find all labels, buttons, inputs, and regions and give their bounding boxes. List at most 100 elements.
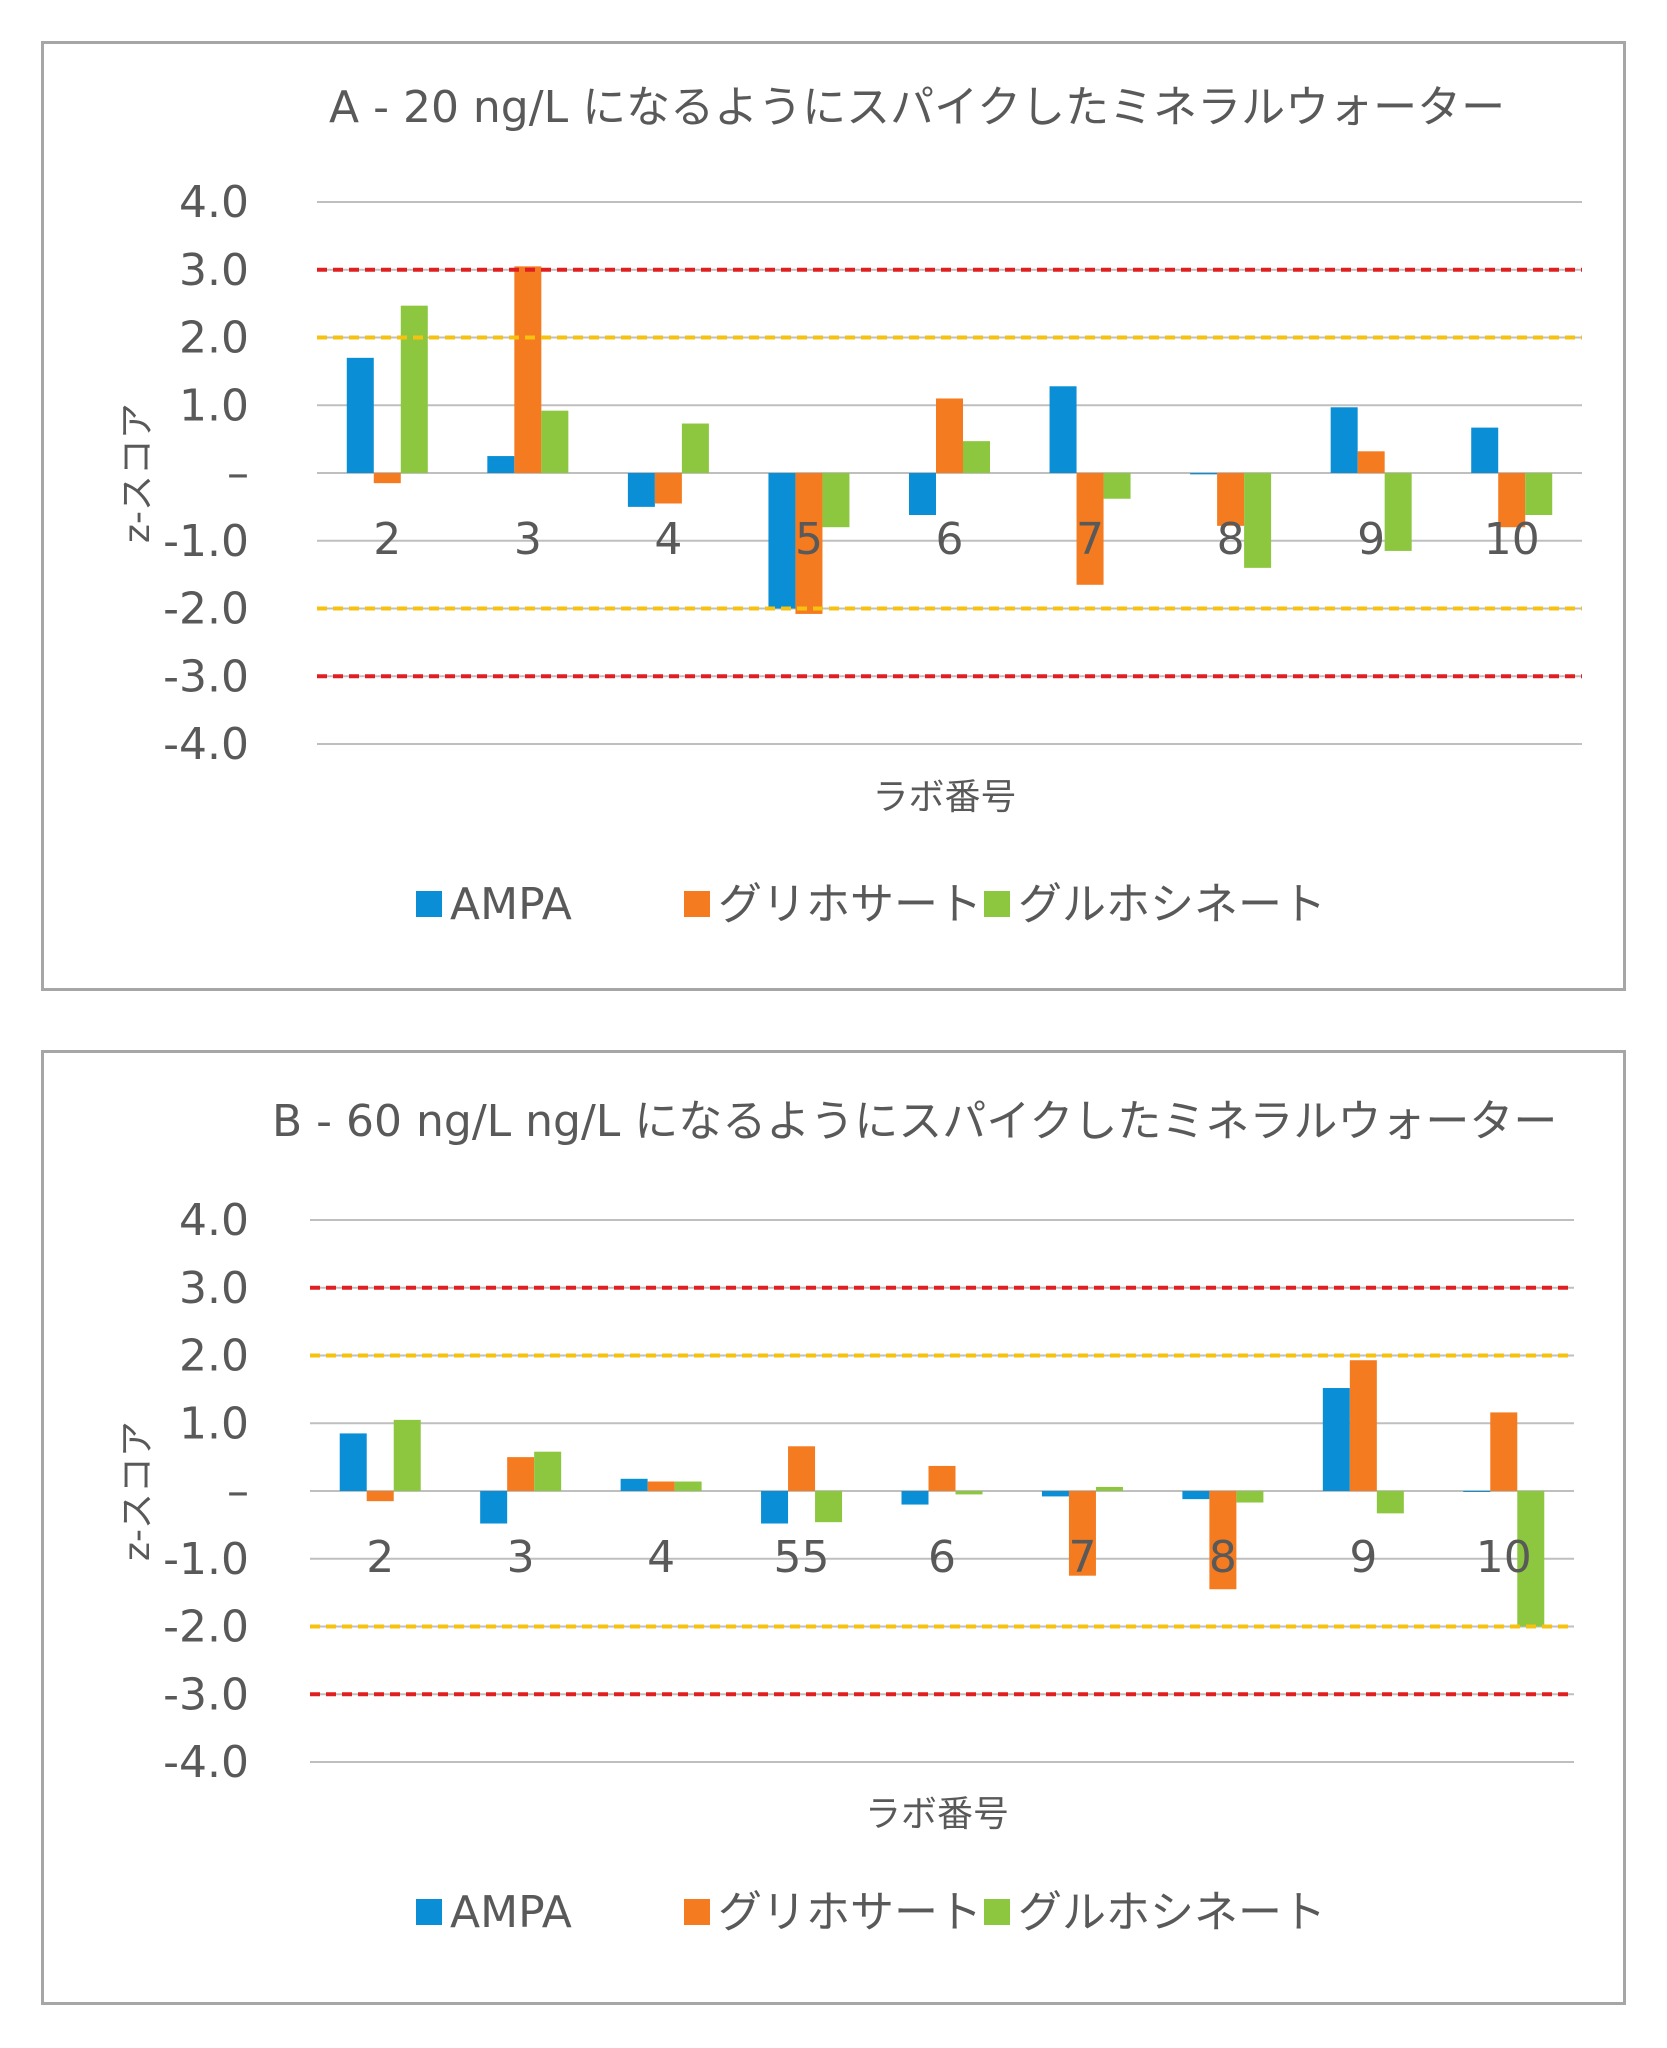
- y-tick-label: -4.0: [163, 1737, 249, 1788]
- y-tick-label: -1.0: [163, 1534, 249, 1585]
- y-tick-label: 3.0: [179, 1263, 249, 1314]
- bar-グルホシネート: [1244, 473, 1272, 568]
- bar-AMPA: [1330, 407, 1358, 473]
- x-tick-label: 10: [1484, 514, 1540, 565]
- bar-グルホシネート: [674, 1481, 702, 1491]
- bar-AMPA: [487, 456, 515, 473]
- x-tick-label: 6: [936, 514, 964, 565]
- chart-title: A - 20 ng/L になるようにスパイクしたミネラルウォーター: [329, 82, 1505, 133]
- x-tick-label: 4: [647, 1532, 675, 1583]
- bar-グルホシネート: [1525, 473, 1553, 516]
- chart-panel-a: A - 20 ng/L になるようにスパイクしたミネラルウォーター 4.0 3.0 2…: [41, 41, 1626, 991]
- legend-label: AMPA: [450, 879, 572, 930]
- y-tick-label: 2.0: [179, 1331, 249, 1382]
- legend-swatch-グリホサート: [684, 891, 710, 917]
- y-tick-label: 4.0: [179, 177, 249, 228]
- legend-swatch-AMPA: [416, 1899, 442, 1925]
- legend-label: グルホシネート: [1018, 1887, 1326, 1938]
- y-tick-label: –: [227, 448, 249, 499]
- bar-グリホサート: [1076, 473, 1104, 585]
- bar-グルホシネート: [963, 441, 990, 473]
- bar-グルホシネート: [1236, 1491, 1264, 1503]
- bar-グリホサート: [928, 1465, 956, 1491]
- legend-swatch-グリホサート: [684, 1899, 710, 1925]
- x-tick-label: 55: [774, 1532, 830, 1583]
- chart-panel-b: B - 60 ng/L ng/L になるようにスパイクしたミネラルウォーター 4.…: [41, 1050, 1626, 2005]
- bar-グルホシネート: [534, 1451, 562, 1491]
- bar-グリホサート: [936, 398, 963, 473]
- x-tick-label: 2: [366, 1532, 394, 1583]
- x-tick-label: 4: [654, 514, 682, 565]
- y-tick-label: 3.0: [179, 245, 249, 296]
- y-tick-label: 4.0: [179, 1195, 249, 1246]
- y-tick-label: -1.0: [163, 516, 249, 567]
- x-tick-label: 5: [795, 514, 823, 565]
- bar-AMPA: [768, 473, 796, 609]
- bar-AMPA: [1471, 427, 1499, 473]
- bar-AMPA: [620, 1478, 648, 1491]
- bar-グルホシネート: [822, 473, 850, 528]
- bar-グルホシネート: [815, 1491, 843, 1523]
- bar-グルホシネート: [1095, 1486, 1123, 1491]
- bar-AMPA: [1182, 1491, 1210, 1500]
- x-axis-title: ラボ番号: [872, 777, 1016, 818]
- y-tick-label: 2.0: [179, 313, 249, 364]
- legend-label: AMPA: [450, 1887, 572, 1938]
- x-tick-label: 10: [1476, 1532, 1532, 1583]
- bar-AMPA: [1322, 1388, 1350, 1491]
- bar-グリホサート: [1217, 473, 1245, 526]
- x-tick-label: 8: [1217, 514, 1245, 565]
- bar-グルホシネート: [541, 410, 569, 473]
- legend-label: グリホサート: [718, 879, 982, 930]
- y-tick-label: -4.0: [163, 719, 249, 770]
- legend-swatch-グルホシネート: [984, 891, 1010, 917]
- bar-グルホシネート: [1517, 1491, 1545, 1627]
- chart-b: B - 60 ng/L ng/L になるようにスパイクしたミネラルウォーター 4.…: [117, 1096, 1574, 1938]
- x-tick-label: 3: [514, 514, 542, 565]
- bar-グルホシネート: [955, 1491, 983, 1495]
- bar-AMPA: [901, 1491, 929, 1505]
- x-tick-label: 7: [1076, 514, 1104, 565]
- y-tick-label: –: [227, 1466, 249, 1517]
- bar-グリホサート: [1490, 1412, 1518, 1491]
- x-tick-label: 2: [373, 514, 401, 565]
- bar-AMPA: [346, 357, 374, 473]
- bar-グリホサート: [1498, 473, 1526, 528]
- y-tick-label: 1.0: [179, 380, 249, 431]
- bar-グルホシネート: [1376, 1491, 1404, 1514]
- y-tick-label: -2.0: [163, 584, 249, 635]
- bar-AMPA: [1463, 1491, 1491, 1492]
- bar-AMPA: [1190, 473, 1218, 475]
- x-axis-title: ラボ番号: [865, 1794, 1009, 1835]
- bar-グリホサート: [795, 473, 823, 614]
- bar-グルホシネート: [393, 1419, 421, 1491]
- x-tick-label: 9: [1349, 1532, 1377, 1583]
- y-tick-label: -3.0: [163, 651, 249, 702]
- bar-グリホサート: [788, 1446, 816, 1491]
- bar-グルホシネート: [681, 423, 709, 473]
- chart-title: B - 60 ng/L ng/L になるようにスパイクしたミネラルウォーター: [272, 1096, 1557, 1147]
- bar-AMPA: [627, 473, 655, 507]
- bar-グルホシネート: [1103, 473, 1131, 499]
- bar-グリホサート: [373, 473, 401, 484]
- bar-グリホサート: [1068, 1491, 1096, 1576]
- bar-AMPA: [909, 473, 936, 516]
- x-tick-label: 7: [1068, 1532, 1096, 1583]
- y-axis-title: z-スコア: [117, 1421, 158, 1561]
- x-tick-label: 8: [1209, 1532, 1237, 1583]
- bar-AMPA: [480, 1491, 508, 1524]
- bar-AMPA: [1049, 386, 1077, 473]
- x-tick-label: 6: [928, 1532, 956, 1583]
- bar-グリホサート: [1349, 1360, 1377, 1491]
- bar-グルホシネート: [400, 305, 428, 473]
- bar-グリホサート: [647, 1481, 675, 1491]
- legend-swatch-グルホシネート: [984, 1899, 1010, 1925]
- bar-グリホサート: [1357, 451, 1385, 473]
- x-tick-label: 9: [1357, 514, 1385, 565]
- bar-グリホサート: [1209, 1491, 1237, 1590]
- legend-swatch-AMPA: [416, 891, 442, 917]
- bar-AMPA: [1041, 1491, 1069, 1497]
- legend-label: グルホシネート: [1018, 879, 1326, 930]
- bar-グリホサート: [366, 1491, 394, 1502]
- bar-グリホサート: [507, 1457, 535, 1491]
